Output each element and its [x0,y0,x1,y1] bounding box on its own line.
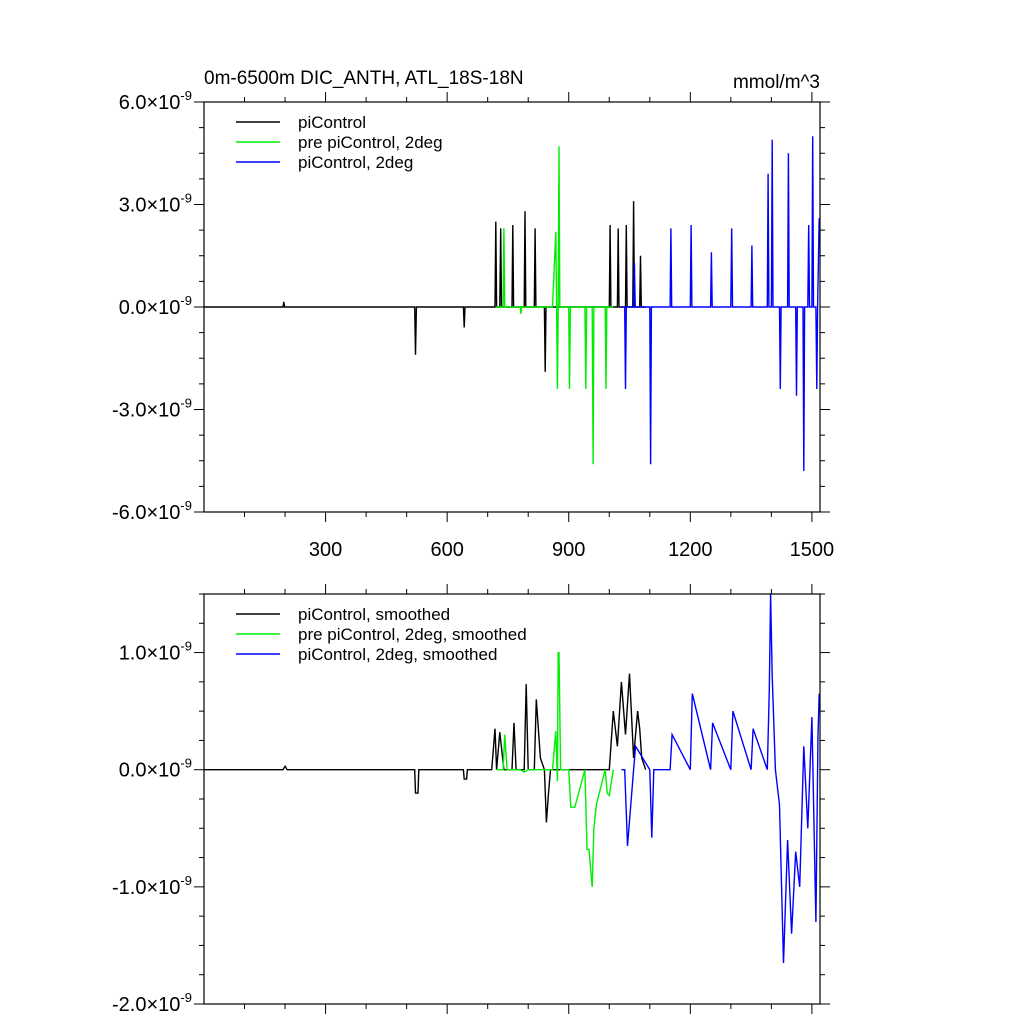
top-legend-label: piControl [298,113,366,132]
top-series-line-3 [621,136,820,472]
top-x-tick-label: 1500 [790,539,835,561]
chart-title: 0m-6500m DIC_ANTH, ATL_18S-18N [204,68,524,89]
bottom-legend-label: piControl, smoothed [298,605,450,624]
bottom-series-line-2 [495,651,614,887]
top-x-tick-label: 1200 [668,539,713,561]
top-series-line-1 [204,201,646,372]
bottom-legend-label: piControl, 2deg, smoothed [298,645,497,664]
bottom-series-line-1 [204,673,647,823]
top-ticks-group: 300 600 900 1200 1500 -6.0×10-9 -3.0×10-9 0.0×1… [112,88,834,561]
top-x-tick-label: 600 [430,539,463,561]
top-y-tick-label: -6.0×10-9 [112,498,192,524]
bottom-legend-label: pre piControl, 2deg, smoothed [298,625,527,644]
top-y-tick-label: 6.0×10-9 [119,88,192,114]
bottom-y-tick-label: 0.0×10-9 [119,756,192,782]
top-legend-label: piControl, 2deg [298,153,413,172]
top-panel: 0m-6500m DIC_ANTH, ATL_18S-18N mmol/m^3 … [112,68,834,561]
top-x-tick-label: 900 [552,539,585,561]
bottom-y-tick-label: 1.0×10-9 [119,639,192,665]
top-y-tick-label: 0.0×10-9 [119,293,192,319]
top-y-tick-label: -3.0×10-9 [112,396,192,422]
bottom-series-line-3 [621,593,820,964]
bottom-ticks-group: -2.0×10-9 -1.0×10-9 0.0×10-9 1.0×10-9 [112,584,830,1016]
units-label: mmol/m^3 [733,72,820,93]
top-y-tick-label: 3.0×10-9 [119,191,192,217]
bottom-series-group [204,593,820,964]
top-x-tick-label: 300 [309,539,342,561]
top-legend-label: pre piControl, 2deg [298,133,443,152]
top-series-group [204,136,820,472]
bottom-y-tick-label: -1.0×10-9 [112,873,192,899]
bottom-plot-frame [203,593,821,1005]
bottom-panel: -2.0×10-9 -1.0×10-9 0.0×10-9 1.0×10-9 piCon… [112,584,830,1016]
top-series-line-2 [495,146,614,465]
bottom-y-tick-label: -2.0×10-9 [112,990,192,1016]
